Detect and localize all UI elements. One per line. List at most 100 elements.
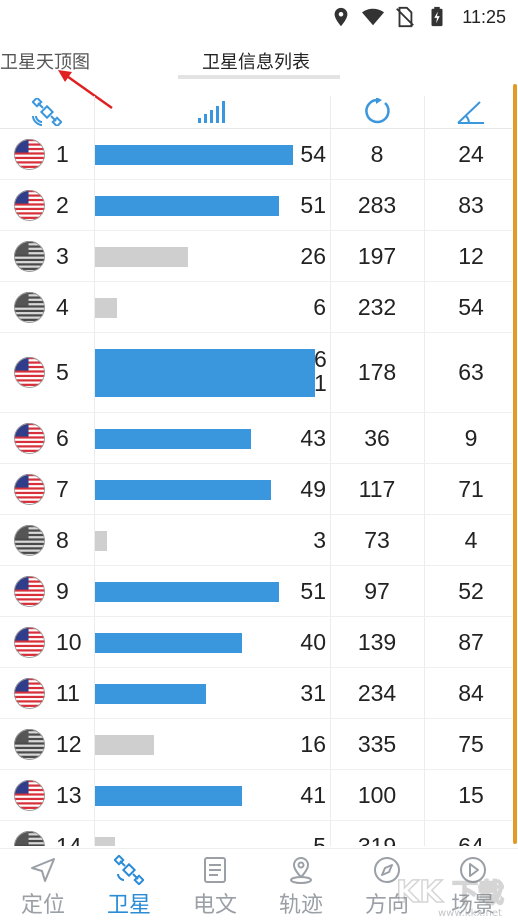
azimuth-value: 197 <box>357 242 397 269</box>
signal-snr: 49 <box>300 475 326 502</box>
tab-sky-plot[interactable]: 卫星天顶图 <box>0 52 90 73</box>
azimuth-value: 319 <box>357 832 397 847</box>
satellite-prn: 5 <box>56 359 69 385</box>
satellite-prn: 9 <box>56 577 69 604</box>
elevation-value: 84 <box>458 679 484 706</box>
satellite-prn: 2 <box>56 191 69 218</box>
signal-bar <box>95 349 315 397</box>
nav-item-messages[interactable]: 电文 <box>172 855 258 920</box>
signal-snr: 5 <box>313 832 326 847</box>
scrollbar[interactable] <box>513 84 517 844</box>
signal-bar <box>95 144 293 165</box>
signal-snr: 3 <box>313 526 326 553</box>
map-pin-icon <box>290 856 312 884</box>
navigation-arrow-icon <box>31 858 55 882</box>
satellite-prn: 1 <box>56 140 69 167</box>
azimuth-value: 283 <box>357 191 397 218</box>
elevation-value: 71 <box>458 475 484 502</box>
bottom-navigation: 定位 卫星 电文 轨迹 <box>0 848 518 920</box>
column-divider <box>94 96 95 846</box>
signal-snr: 51 <box>300 191 326 218</box>
signal-snr: 61 <box>314 346 327 396</box>
nav-item-track[interactable]: 轨迹 <box>258 855 344 920</box>
nav-label: 电文 <box>192 893 237 918</box>
table-row[interactable]: 7 49 117 71 <box>0 464 512 515</box>
nav-label: 轨迹 <box>278 893 323 918</box>
us-flag-icon <box>14 189 45 221</box>
nav-item-location[interactable]: 定位 <box>0 855 86 920</box>
signal-bar <box>95 581 279 602</box>
wifi-icon <box>362 8 385 26</box>
table-row[interactable]: 11 31 234 84 <box>0 668 512 719</box>
location-icon <box>334 7 348 27</box>
us-flag-icon <box>14 138 45 170</box>
tab-satellite-list[interactable]: 卫星信息列表 <box>202 52 310 73</box>
table-row[interactable]: 14 5 319 64 <box>0 821 512 846</box>
elevation-value: 83 <box>458 191 484 218</box>
satellite-prn: 14 <box>56 832 82 847</box>
table-row[interactable]: 4 6 232 54 <box>0 282 512 333</box>
signal-bar <box>95 246 188 267</box>
signal-bar <box>95 785 242 806</box>
satellite-prn: 11 <box>56 679 80 706</box>
signal-snr: 6 <box>313 293 326 320</box>
signal-bar <box>95 836 115 846</box>
table-row[interactable]: 9 51 97 52 <box>0 566 512 617</box>
signal-snr: 26 <box>300 242 326 269</box>
table-row[interactable]: 13 41 100 15 <box>0 770 512 821</box>
satellite-prn: 7 <box>56 475 69 502</box>
table-row[interactable]: 6 43 36 9 <box>0 413 512 464</box>
table-row[interactable]: 5 61 178 63 <box>0 333 512 413</box>
azimuth-value: 335 <box>357 730 397 757</box>
signal-bar <box>95 479 271 500</box>
elevation-value: 75 <box>458 730 484 757</box>
tab-indicator <box>178 75 340 79</box>
nav-label: 场景 <box>450 893 495 918</box>
azimuth-value: 8 <box>370 140 384 167</box>
azimuth-value: 73 <box>364 526 390 553</box>
elevation-value: 87 <box>458 628 484 655</box>
us-flag-icon <box>14 626 45 658</box>
scene-icon <box>460 857 486 883</box>
clock: 11:25 <box>462 6 506 27</box>
signal-snr: 43 <box>300 424 326 451</box>
satellite-prn: 3 <box>56 242 69 269</box>
us-flag-icon <box>14 779 45 811</box>
table-row[interactable]: 2 51 283 83 <box>0 180 512 231</box>
nav-item-direction[interactable]: 方向 <box>344 855 430 920</box>
compass-icon <box>374 857 400 883</box>
elevation-value: 54 <box>458 293 484 320</box>
annotation-arrow <box>58 70 113 110</box>
satellite-prn: 6 <box>56 424 69 451</box>
elevation-value: 9 <box>464 424 478 451</box>
us-flag-icon <box>14 677 45 709</box>
us-flag-icon <box>14 830 45 846</box>
us-flag-icon <box>14 357 45 388</box>
signal-bar <box>95 428 251 449</box>
us-flag-icon <box>14 473 45 505</box>
signal-snr: 16 <box>300 730 326 757</box>
nav-item-satellite[interactable]: 卫星 <box>86 855 172 920</box>
signal-snr: 41 <box>300 781 326 808</box>
azimuth-value: 100 <box>357 781 397 808</box>
elevation-angle-icon <box>457 101 484 124</box>
signal-strength-icon <box>198 101 225 123</box>
tab-bar: 卫星天顶图 卫星信息列表 <box>0 44 518 84</box>
us-flag-icon <box>14 524 45 556</box>
table-row[interactable]: 12 16 335 75 <box>0 719 512 770</box>
nav-item-scene[interactable]: 场景 <box>430 855 516 920</box>
satellite-prn: 4 <box>56 293 69 320</box>
us-flag-icon <box>14 728 45 760</box>
table-row[interactable]: 10 40 139 87 <box>0 617 512 668</box>
nav-label: 卫星 <box>106 893 151 918</box>
signal-snr: 40 <box>300 628 326 655</box>
table-row[interactable]: 3 26 197 12 <box>0 231 512 282</box>
azimuth-value: 139 <box>357 628 397 655</box>
table-row[interactable]: 1 54 8 24 <box>0 129 512 180</box>
table-header <box>0 96 512 129</box>
table-row[interactable]: 8 3 73 4 <box>0 515 512 566</box>
signal-bar <box>95 297 117 318</box>
elevation-value: 64 <box>458 832 484 847</box>
us-flag-icon <box>14 422 45 454</box>
signal-snr: 51 <box>300 577 326 604</box>
